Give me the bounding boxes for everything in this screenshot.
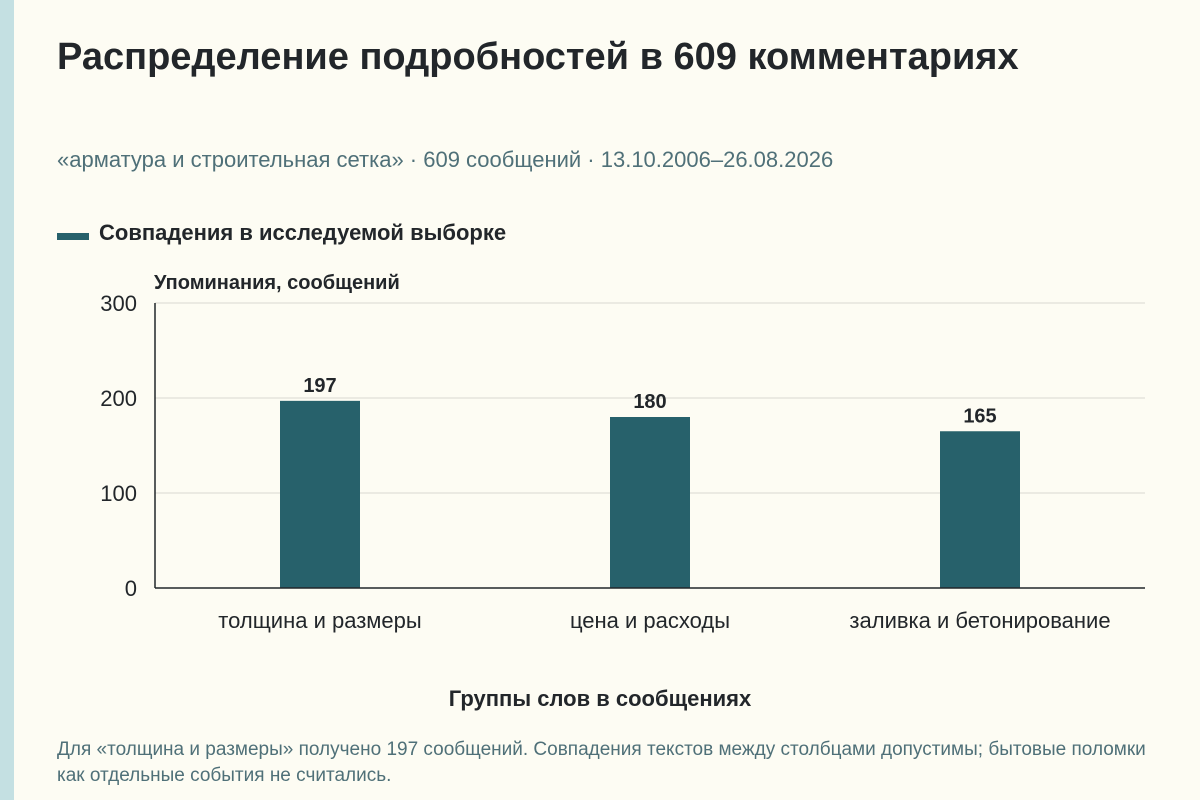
x-axis-title: Группы слов в сообщениях bbox=[448, 686, 752, 711]
y-tick-labels: 0 100 200 300 bbox=[100, 291, 137, 601]
x-tick-label: цена и расходы bbox=[570, 608, 730, 633]
y-tick-label: 200 bbox=[100, 386, 137, 411]
page-title: Распределение подробностей в 609 коммент… bbox=[57, 36, 1019, 78]
value-labels: 197 180 165 bbox=[303, 375, 996, 427]
axes bbox=[154, 303, 1145, 589]
legend-swatch bbox=[57, 232, 89, 240]
chart-legend: Совпадения в исследуемой выборке bbox=[57, 218, 506, 248]
bar-value-label: 197 bbox=[303, 375, 336, 397]
y-tick-label: 0 bbox=[125, 576, 137, 601]
y-tick-label: 100 bbox=[100, 481, 137, 506]
bar-value-label: 165 bbox=[963, 405, 996, 427]
legend-label: Совпадения в исследуемой выборке bbox=[99, 220, 507, 245]
x-tick-label: толщина и размеры bbox=[218, 608, 421, 633]
page-subtitle: «арматура и строительная сетка» · 609 со… bbox=[57, 147, 834, 172]
y-tick-label: 300 bbox=[100, 291, 137, 316]
bar-value-label: 180 bbox=[633, 391, 666, 413]
accent-strip bbox=[0, 0, 14, 800]
bars bbox=[280, 400, 1020, 588]
bar bbox=[610, 417, 690, 588]
chart-footnote: Для «толщина и размеры» получено 197 соо… bbox=[57, 739, 1146, 786]
x-tick-labels: толщина и размеры цена и расходы заливка и… bbox=[218, 608, 1110, 633]
bar bbox=[280, 400, 360, 588]
x-tick-label: заливка и бетонирование bbox=[849, 608, 1110, 633]
y-axis-title: Упоминания, сообщений bbox=[154, 272, 400, 294]
bar bbox=[940, 431, 1020, 588]
